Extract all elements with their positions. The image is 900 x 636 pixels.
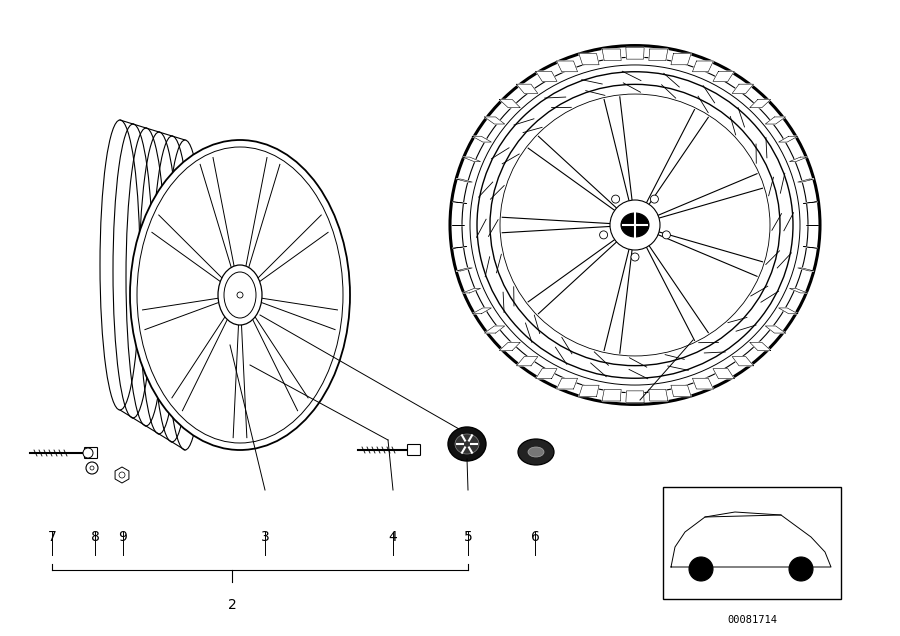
Bar (663, 487, 841, 599)
Circle shape (662, 231, 670, 239)
Ellipse shape (528, 447, 544, 457)
Polygon shape (472, 136, 491, 142)
Polygon shape (789, 157, 807, 162)
Polygon shape (797, 268, 814, 271)
Polygon shape (472, 308, 491, 314)
Ellipse shape (224, 272, 256, 318)
Text: 5: 5 (464, 530, 472, 544)
Polygon shape (500, 342, 520, 350)
Text: 8: 8 (91, 530, 99, 544)
Polygon shape (602, 49, 621, 60)
Polygon shape (733, 357, 753, 366)
Polygon shape (778, 308, 798, 314)
Polygon shape (797, 179, 814, 182)
Ellipse shape (490, 85, 780, 366)
Circle shape (789, 557, 813, 581)
Circle shape (90, 466, 94, 470)
Polygon shape (649, 49, 668, 60)
Polygon shape (713, 369, 734, 378)
Polygon shape (733, 84, 753, 93)
Circle shape (651, 195, 659, 203)
Polygon shape (765, 326, 786, 333)
Circle shape (86, 462, 98, 474)
Polygon shape (579, 385, 599, 396)
Ellipse shape (218, 265, 262, 325)
Polygon shape (484, 326, 505, 333)
Polygon shape (778, 136, 798, 142)
Polygon shape (456, 268, 472, 271)
Ellipse shape (455, 434, 479, 454)
Text: 4: 4 (389, 530, 398, 544)
Polygon shape (670, 385, 691, 396)
Circle shape (83, 448, 93, 458)
Circle shape (610, 200, 660, 250)
Polygon shape (765, 117, 786, 124)
Polygon shape (517, 84, 538, 93)
Circle shape (599, 231, 608, 239)
Polygon shape (713, 71, 734, 81)
Polygon shape (453, 247, 467, 248)
Polygon shape (579, 53, 599, 65)
Polygon shape (453, 202, 467, 204)
Text: 2: 2 (228, 598, 237, 612)
Ellipse shape (477, 72, 793, 378)
Text: 7: 7 (48, 530, 57, 544)
Ellipse shape (448, 427, 486, 461)
Polygon shape (670, 53, 691, 65)
Polygon shape (556, 61, 578, 72)
Text: 1: 1 (688, 348, 698, 362)
Polygon shape (803, 202, 817, 204)
Polygon shape (789, 289, 807, 293)
Ellipse shape (518, 439, 554, 465)
FancyBboxPatch shape (408, 445, 420, 455)
Text: 9: 9 (119, 530, 128, 544)
Polygon shape (517, 357, 538, 366)
Circle shape (689, 557, 713, 581)
Polygon shape (536, 369, 557, 378)
Polygon shape (750, 99, 770, 107)
Polygon shape (750, 342, 770, 350)
Text: 6: 6 (531, 530, 539, 544)
Polygon shape (803, 247, 817, 248)
Polygon shape (536, 71, 557, 81)
Circle shape (119, 472, 125, 478)
Polygon shape (626, 391, 644, 403)
Text: 00081714: 00081714 (727, 615, 777, 625)
Polygon shape (626, 48, 644, 59)
Polygon shape (484, 117, 505, 124)
Polygon shape (500, 99, 520, 107)
Circle shape (631, 253, 639, 261)
Polygon shape (602, 389, 621, 401)
FancyBboxPatch shape (85, 448, 97, 459)
Circle shape (237, 292, 243, 298)
Polygon shape (456, 179, 472, 182)
Polygon shape (649, 389, 668, 401)
Circle shape (612, 195, 619, 203)
Text: 3: 3 (261, 530, 269, 544)
Polygon shape (692, 61, 714, 72)
Polygon shape (463, 157, 481, 162)
Ellipse shape (621, 213, 649, 237)
Ellipse shape (130, 140, 350, 450)
Polygon shape (556, 378, 578, 389)
Polygon shape (463, 289, 481, 293)
Ellipse shape (450, 46, 820, 404)
Polygon shape (692, 378, 714, 389)
